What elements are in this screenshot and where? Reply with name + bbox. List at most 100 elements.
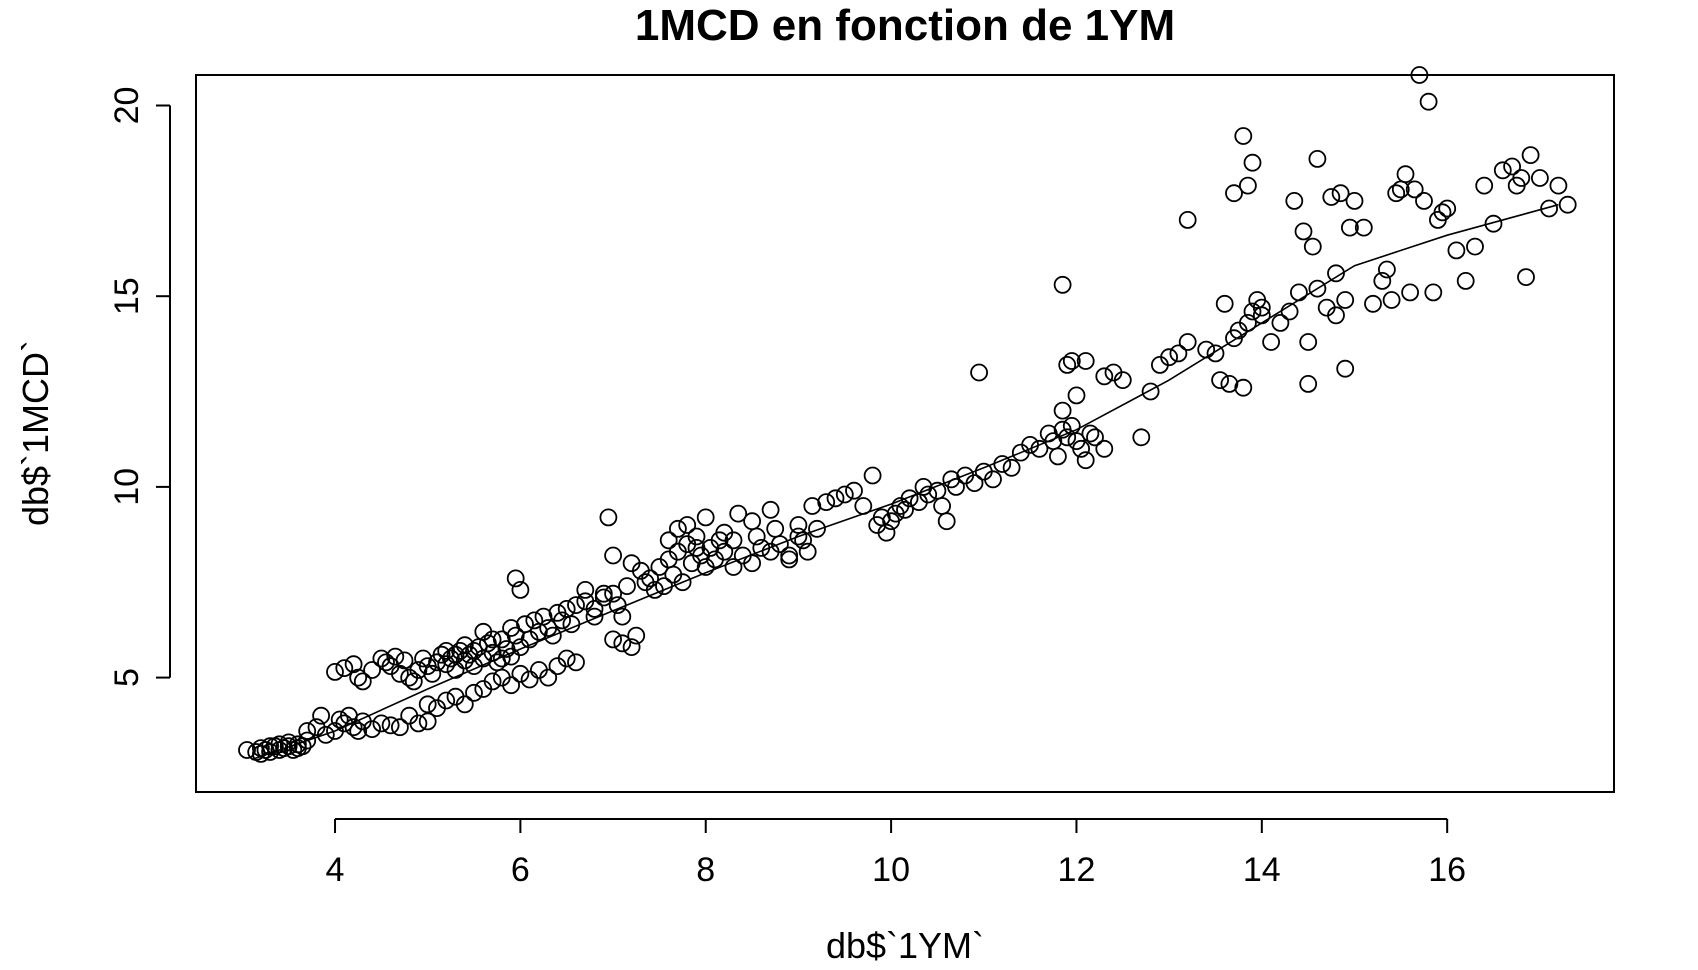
data-point [418, 695, 437, 714]
data-point [761, 500, 780, 519]
data-point [432, 645, 451, 664]
data-point [645, 581, 664, 599]
data-point [613, 607, 632, 626]
data-point [608, 596, 627, 614]
data-point [437, 642, 456, 660]
data-point [641, 569, 659, 588]
data-point [534, 607, 553, 626]
data-point [585, 600, 604, 618]
data-point [798, 542, 817, 561]
data-point [1178, 210, 1197, 229]
data-point [947, 477, 965, 496]
data-point [1290, 283, 1308, 302]
data-point [854, 497, 873, 515]
data-point [502, 676, 521, 695]
data-point [539, 668, 558, 687]
data-point [604, 630, 622, 649]
y-axis-label: db$`1MCD` [15, 340, 56, 526]
data-point [418, 712, 437, 731]
data-point [1303, 237, 1322, 256]
data-point [729, 504, 748, 523]
data-point [455, 695, 474, 714]
data-point [743, 512, 761, 531]
data-point [1002, 458, 1021, 477]
data-point [808, 519, 826, 538]
data-point [984, 470, 1002, 489]
data-point [1438, 199, 1457, 218]
data-point [390, 718, 409, 737]
data-point [1062, 352, 1081, 370]
data-point [279, 733, 298, 752]
data-point [1169, 344, 1188, 363]
x-tick-label: 6 [511, 851, 530, 889]
data-point [363, 720, 382, 738]
data-point [1076, 451, 1095, 470]
data-point [1058, 355, 1077, 374]
data-point [1424, 283, 1443, 302]
data-point [1053, 401, 1072, 420]
data-point [1433, 203, 1452, 222]
data-point [251, 745, 270, 763]
data-point [1531, 169, 1549, 187]
data-point [1049, 447, 1067, 466]
data-point [1322, 188, 1341, 206]
data-point [1396, 165, 1415, 184]
data-point [752, 539, 771, 557]
data-point [604, 546, 622, 565]
data-point [696, 508, 715, 527]
data-point [1225, 184, 1243, 203]
data-point [1113, 371, 1132, 390]
data-point [965, 474, 984, 493]
data-point [900, 489, 919, 508]
data-point [312, 706, 331, 725]
data-point [298, 722, 317, 740]
data-point [1382, 291, 1401, 309]
data-point [877, 523, 896, 542]
data-point [525, 611, 544, 630]
data-point [1354, 218, 1373, 237]
data-point [1345, 191, 1364, 210]
data-point [896, 500, 914, 519]
y-axis: 5 10 15 20 [108, 87, 171, 687]
data-point [1401, 283, 1419, 302]
data-point [326, 663, 344, 681]
data-point [238, 741, 256, 759]
data-point [1475, 176, 1494, 195]
data-point [747, 527, 766, 546]
data-point [687, 539, 706, 557]
data-point [1252, 298, 1271, 317]
data-point [1336, 359, 1355, 378]
data-point [455, 636, 474, 655]
data-point [1053, 275, 1072, 294]
data-point [1141, 382, 1160, 401]
data-point [349, 668, 368, 687]
data-point [1030, 439, 1049, 458]
data-point [585, 607, 604, 626]
data-point [492, 649, 511, 668]
data-point [1299, 333, 1318, 351]
data-point [363, 661, 382, 679]
data-point [937, 512, 956, 531]
data-point [766, 519, 785, 538]
data-point [404, 672, 423, 691]
chart-title: 1MCD en fonction de 1YM [635, 1, 1175, 50]
data-point [1336, 291, 1355, 309]
data-point [1234, 378, 1253, 397]
data-point [390, 664, 409, 683]
data-point [423, 664, 442, 683]
data-point [1086, 428, 1104, 447]
data-point [1308, 279, 1327, 298]
data-point [1327, 264, 1345, 283]
data-point [330, 710, 349, 729]
data-point [288, 739, 307, 757]
data-point [1132, 428, 1151, 447]
data-point [835, 485, 854, 504]
data-point [919, 485, 938, 504]
data-point [502, 647, 521, 666]
data-point [1021, 435, 1039, 454]
data-point [845, 481, 863, 500]
data-point [1178, 333, 1197, 351]
x-axis: 4 6 8 10 12 14 16 [326, 818, 1466, 889]
data-point [1405, 180, 1424, 199]
